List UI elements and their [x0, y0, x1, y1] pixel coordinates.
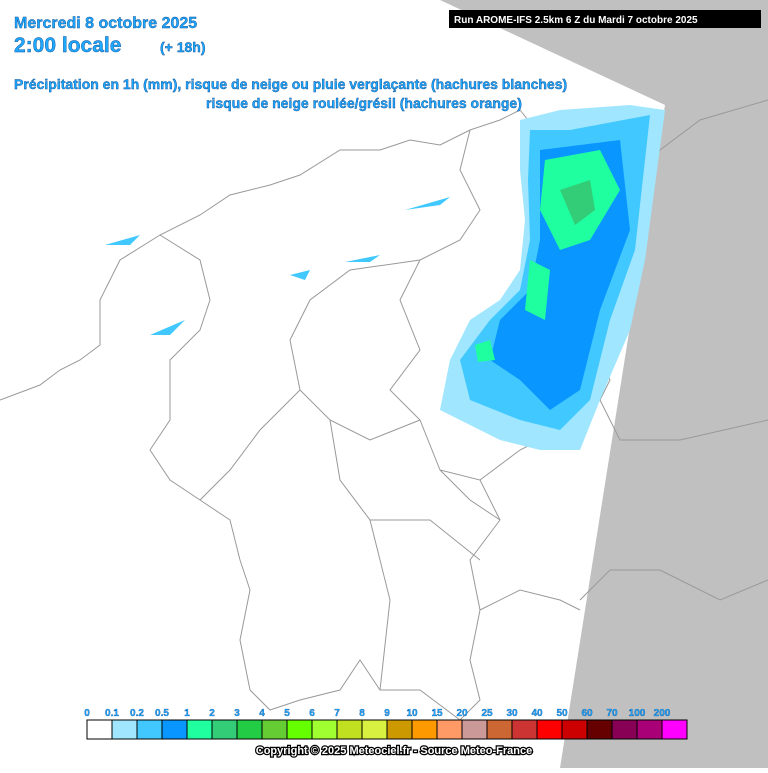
- legend-label: 25: [481, 708, 493, 719]
- legend-label: 40: [531, 708, 543, 719]
- description-line: Précipitation en 1h (mm), risque de neig…: [14, 76, 567, 92]
- run-info: Run AROME-IFS 2.5km 6 Z du Mardi 7 octob…: [454, 15, 698, 26]
- legend-swatch: [636, 719, 663, 740]
- legend-swatch: [411, 719, 438, 740]
- legend-label: 6: [309, 708, 315, 719]
- legend-swatch: [161, 719, 188, 740]
- legend-label: 30: [506, 708, 518, 719]
- legend-label: 5: [284, 708, 290, 719]
- legend-label: 0: [84, 708, 90, 719]
- legend-label: 50: [556, 708, 568, 719]
- legend-swatch: [286, 719, 313, 740]
- legend-swatch: [511, 719, 538, 740]
- legend-label: 15: [431, 708, 443, 719]
- legend-swatch: [486, 719, 513, 740]
- legend-swatch: [361, 719, 388, 740]
- legend-swatch: [536, 719, 563, 740]
- legend-label: 1: [184, 708, 190, 719]
- legend-label: 10: [406, 708, 418, 719]
- legend-label: 100: [629, 708, 646, 719]
- run-box: [449, 10, 761, 28]
- legend-swatch: [211, 719, 238, 740]
- date: Mercredi 8 octobre 2025: [14, 15, 197, 32]
- legend-swatch: [236, 719, 263, 740]
- legend-label: 3: [234, 708, 240, 719]
- legend-swatch: [86, 719, 113, 740]
- legend-swatch: [561, 719, 588, 740]
- legend-label: 0.1: [105, 708, 119, 719]
- precipitation: [105, 105, 665, 450]
- legend-swatch: [111, 719, 138, 740]
- description-line: risque de neige roulée/grésil (hachures …: [206, 95, 522, 111]
- legend-swatch: [436, 719, 463, 740]
- legend-label: 60: [581, 708, 593, 719]
- legend-label: 8: [359, 708, 365, 719]
- legend-swatch: [586, 719, 613, 740]
- local-time: 2:00 locale: [14, 34, 121, 57]
- legend-swatch: [611, 719, 638, 740]
- legend-label: 4: [259, 708, 265, 719]
- forecast-offset: (+ 18h): [160, 39, 206, 55]
- legend-swatch: [461, 719, 488, 740]
- legend-label: 20: [456, 708, 468, 719]
- legend-swatch: [336, 719, 363, 740]
- legend-swatch: [186, 719, 213, 740]
- domain: [0, 0, 665, 768]
- legend-label: 2: [209, 708, 215, 719]
- legend-swatch: [261, 719, 288, 740]
- legend-label: 9: [384, 708, 390, 719]
- legend-swatch: [136, 719, 163, 740]
- legend: 0 0.1 0.2 0.5 1 2 3 4 5 6 7 8 9 10 15 20 25 30 40 50 60 70 100…: [84, 708, 688, 740]
- legend-label: 7: [334, 708, 340, 719]
- copyright: Copyright © 2025 Meteociel.fr - Source M…: [256, 745, 532, 757]
- legend-swatch: [311, 719, 338, 740]
- legend-label: 70: [606, 708, 618, 719]
- legend-swatch: [661, 719, 688, 740]
- legend-label: 200: [654, 708, 671, 719]
- legend-label: 0.2: [130, 708, 144, 719]
- legend-label: 0.5: [155, 708, 169, 719]
- legend-swatch: [386, 719, 413, 740]
